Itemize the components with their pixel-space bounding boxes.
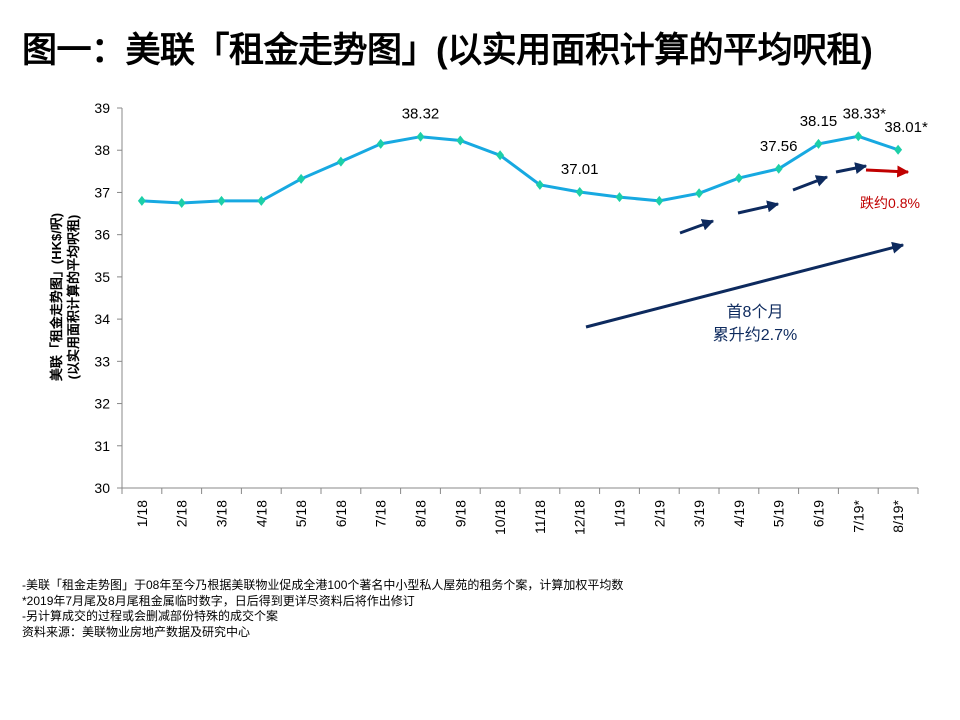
data-point <box>894 144 903 155</box>
footnote: -美联「租金走势图」于08年至今乃根据美联物业促成全港100个著名中小型私人屋苑… <box>22 578 624 592</box>
y-tick-label: 38 <box>94 142 110 158</box>
y-tick-label: 36 <box>94 227 110 243</box>
x-tick-label: 8/18 <box>413 500 429 527</box>
data-point <box>734 173 743 184</box>
data-label: 37.01 <box>561 161 599 178</box>
data-point <box>655 195 664 206</box>
data-point <box>575 187 584 198</box>
rise-annotation-line2: 累升约2.7% <box>713 326 797 344</box>
data-label: 37.56 <box>760 138 798 155</box>
x-tick-label: 5/18 <box>293 500 309 527</box>
x-tick-label: 11/18 <box>532 500 548 534</box>
y-tick-label: 35 <box>94 269 110 285</box>
data-point <box>336 156 345 167</box>
x-tick-label: 4/19 <box>731 500 747 527</box>
drop-annotation: 跌约0.8% <box>860 195 920 211</box>
trend-arrow <box>835 162 868 175</box>
x-tick-label: 3/18 <box>214 500 230 527</box>
y-axis-label-line2: (以实用面积计算的平均呎租) <box>66 214 81 380</box>
y-tick-label: 39 <box>94 100 110 116</box>
series-line <box>141 134 899 205</box>
trend-arrow <box>792 175 829 192</box>
trend-arrow <box>679 219 715 235</box>
data-label: 38.33* <box>843 105 887 122</box>
x-tick-label: 4/18 <box>253 500 269 527</box>
y-tick-label: 37 <box>94 184 110 200</box>
rise-annotation-line1: 首8个月 <box>727 303 784 321</box>
data-label: 38.32 <box>402 106 440 123</box>
y-tick-label: 31 <box>94 438 110 454</box>
x-tick-label: 10/18 <box>492 500 508 535</box>
data-point <box>854 131 863 142</box>
data-point <box>376 138 385 149</box>
data-point <box>774 163 783 174</box>
data-point <box>535 179 544 190</box>
data-point <box>496 150 505 161</box>
drop-arrow <box>865 165 910 178</box>
y-axis-label-line1: 美联「租金走势图」(HK$/呎) <box>49 212 64 382</box>
x-tick-label: 9/18 <box>452 500 468 527</box>
x-tick-label: 3/19 <box>691 500 707 527</box>
footnote: *2019年7月尾及8月尾租金属临时数字，日后得到更详尽资料后将作出修订 <box>22 593 415 608</box>
y-axis-label: 美联「租金走势图」(HK$/呎) (以实用面积计算的平均呎租) <box>48 137 82 457</box>
x-tick-label: 1/18 <box>134 500 150 527</box>
data-point <box>456 135 465 146</box>
data-point <box>695 188 704 199</box>
y-tick-label: 30 <box>94 480 110 496</box>
chart-title: 图一：美联「租金走势图」(以实用面积计算的平均呎租) <box>22 31 873 70</box>
footnote: 资料来源：美联物业房地产数据及研究中心 <box>22 624 251 639</box>
y-tick-label: 33 <box>94 353 110 369</box>
data-point <box>615 192 624 203</box>
x-tick-label: 6/19 <box>811 500 827 527</box>
x-tick-label: 5/19 <box>771 500 787 527</box>
data-point <box>137 195 146 206</box>
data-point <box>257 195 266 206</box>
x-tick-label: 6/18 <box>333 500 349 527</box>
x-tick-label: 7/18 <box>373 500 389 527</box>
data-point <box>814 138 823 149</box>
y-tick-label: 32 <box>94 396 110 412</box>
footnote: -另计算成交的过程或会删减部份特殊的成交个案 <box>22 609 278 623</box>
y-tick-label: 34 <box>94 311 110 327</box>
trend-arrow <box>737 200 780 215</box>
x-tick-label: 2/18 <box>174 500 190 527</box>
x-tick-label: 1/19 <box>612 500 628 527</box>
x-tick-label: 2/19 <box>651 500 667 527</box>
x-tick-label: 7/19* <box>850 499 866 532</box>
data-point <box>416 131 425 142</box>
data-point <box>177 198 186 208</box>
x-tick-label: 12/18 <box>572 500 588 535</box>
data-point <box>217 195 226 206</box>
data-label: 38.15 <box>800 113 838 130</box>
data-point <box>297 173 306 184</box>
x-tick-label: 8/19* <box>890 499 906 532</box>
overall-trend-arrow <box>585 241 905 329</box>
data-label: 38.01* <box>884 119 928 136</box>
footnotes: -美联「租金走势图」于08年至今乃根据美联物业促成全港100个著名中小型私人屋苑… <box>22 578 623 640</box>
